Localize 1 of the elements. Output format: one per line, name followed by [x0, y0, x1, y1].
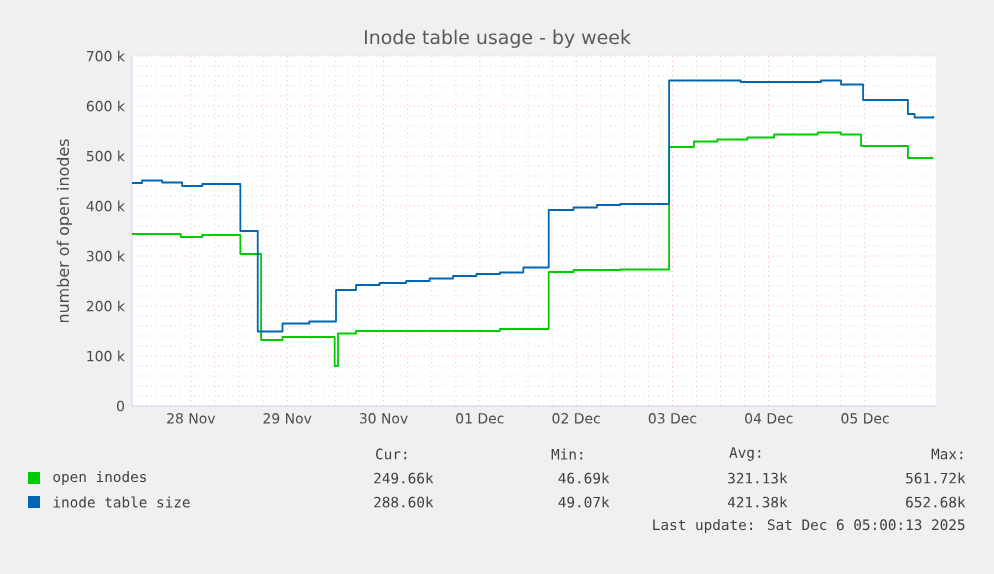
chart-title: Inode table usage - by week [364, 29, 631, 48]
